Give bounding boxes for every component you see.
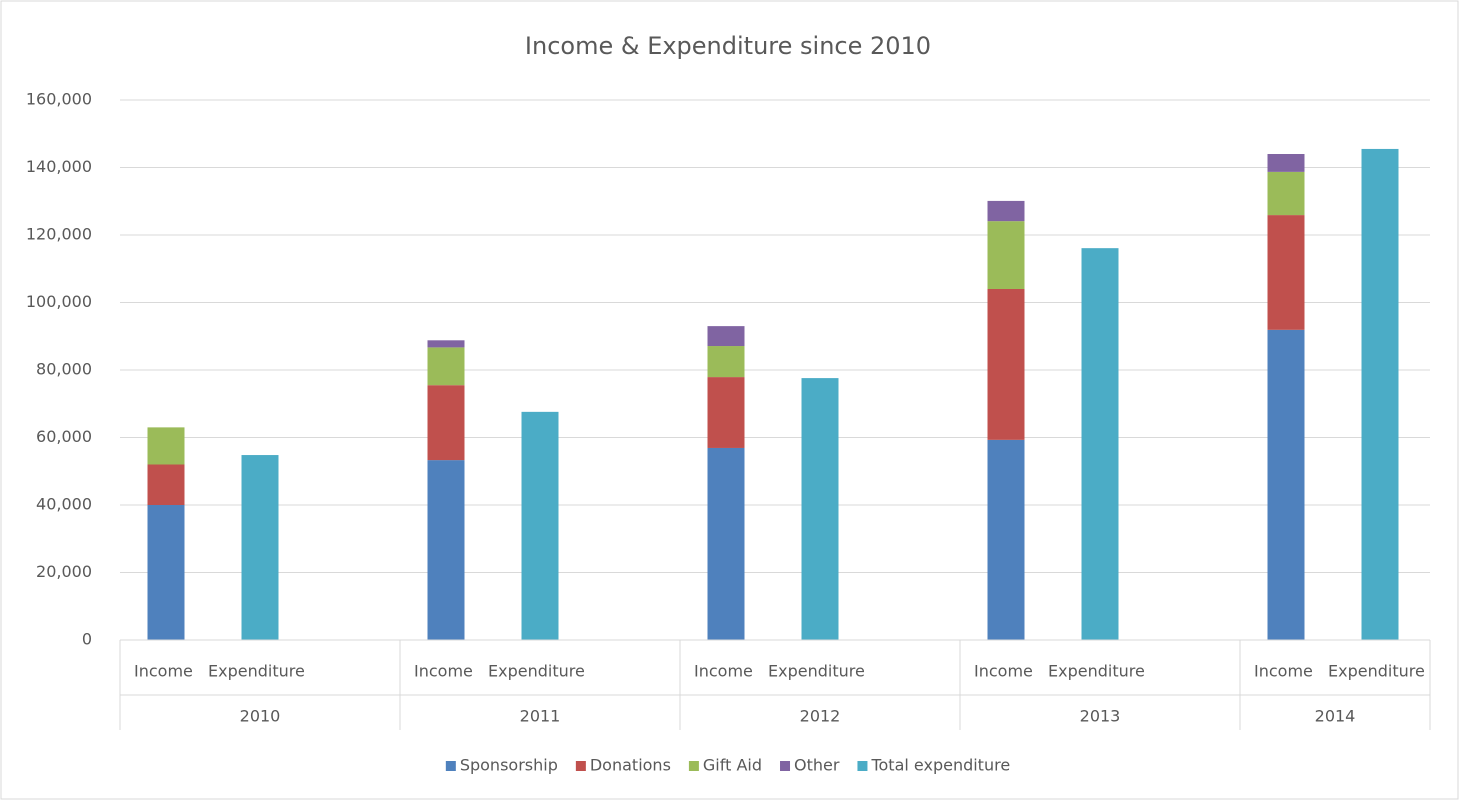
y-tick-label: 20,000 [36,562,92,581]
x-tick-label: Expenditure [1048,662,1145,681]
y-tick-label: 80,000 [36,360,92,379]
y-tick-label: 100,000 [26,292,92,311]
chart-title: Income & Expenditure since 2010 [525,32,931,60]
bar-segment [987,289,1025,440]
legend-swatch [445,761,456,771]
legend-swatch [857,761,868,771]
group-label: 2010 [240,707,281,726]
legend-swatch [688,761,699,771]
legend-label: Total expenditure [870,756,1010,775]
bar-segment [521,411,559,640]
x-tick-label: Expenditure [488,662,585,681]
x-tick-label: Expenditure [208,662,305,681]
bar-segment [707,447,745,640]
bar-segment [801,378,839,640]
bar-segment [1081,248,1119,640]
y-tick-label: 120,000 [26,225,92,244]
y-tick-label: 140,000 [26,157,92,176]
legend-label: Gift Aid [703,756,762,775]
x-tick-label: Income [414,662,473,681]
y-tick-label: 40,000 [36,495,92,514]
bar-segment [987,439,1025,640]
bar-segment [147,427,185,465]
x-tick-label: Income [1254,662,1313,681]
bar-segment [707,377,745,448]
y-tick-label: 160,000 [26,90,92,109]
x-tick-label: Expenditure [768,662,865,681]
bar-segment [241,455,279,640]
x-tick-label: Expenditure [1328,662,1425,681]
bar-segment [1267,329,1305,640]
bar-segment [1267,215,1305,330]
legend-label: Sponsorship [460,756,558,775]
group-label: 2014 [1315,707,1356,726]
legend-label: Donations [590,756,671,775]
group-label: 2013 [1080,707,1121,726]
bar-segment [427,340,465,348]
bar-segment [147,464,185,505]
bar-segment [427,347,465,386]
y-tick-label: 60,000 [36,427,92,446]
bar-segment [147,505,185,640]
group-label: 2012 [800,707,841,726]
bar-segment [1267,154,1305,172]
legend-swatch [575,761,586,771]
bar-segment [707,326,745,347]
legend-swatch [780,761,791,771]
bar-segment [987,221,1025,289]
bar-segment [1267,171,1305,216]
y-tick-label: 0 [82,630,92,649]
bar-segment [427,460,465,640]
legend-label: Other [794,756,840,775]
bar-segment [1361,148,1399,640]
bar-segment [427,385,465,461]
group-label: 2011 [520,707,561,726]
x-tick-label: Income [974,662,1033,681]
x-tick-label: Income [134,662,193,681]
bar-segment [707,346,745,378]
x-tick-label: Income [694,662,753,681]
bar-segment [987,200,1025,222]
